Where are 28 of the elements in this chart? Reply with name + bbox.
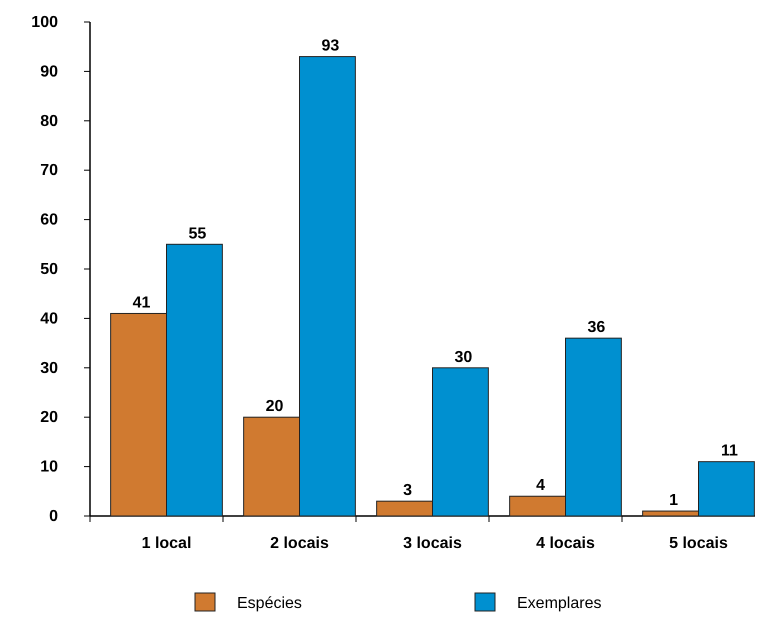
x-tick-label: 2 locais (270, 535, 329, 552)
data-label: 55 (188, 225, 206, 242)
y-tick-label: 90 (40, 63, 58, 80)
y-tick-label: 80 (40, 112, 58, 130)
x-tick-label: 5 locais (669, 535, 728, 552)
data-label: 93 (322, 38, 340, 55)
x-tick-label: 3 locais (403, 535, 462, 552)
y-tick-label: 20 (40, 409, 58, 426)
legend-label: Exemplares (517, 595, 602, 612)
data-label: 36 (588, 319, 606, 336)
y-tick-label: 70 (40, 162, 58, 180)
data-label: 20 (266, 398, 284, 416)
y-tick-label: 40 (40, 310, 58, 328)
y-tick-label: 30 (40, 360, 58, 377)
data-label: 4 (536, 477, 546, 494)
x-tick-label: 1 local (142, 535, 192, 552)
y-tick-label: 0 (49, 508, 58, 525)
y-tick-label: 10 (40, 458, 58, 476)
x-tick-label: 4 locais (536, 535, 595, 552)
data-label: 1 (669, 492, 678, 510)
data-label: 30 (454, 348, 472, 366)
data-label: 41 (132, 294, 151, 312)
y-tick-label: 100 (31, 14, 58, 31)
y-tick-label: 50 (40, 261, 58, 278)
data-label: 3 (403, 482, 412, 500)
data-label: 11 (720, 442, 738, 460)
y-tick-label: 60 (40, 212, 58, 229)
legend-label: Espécies (237, 595, 302, 612)
